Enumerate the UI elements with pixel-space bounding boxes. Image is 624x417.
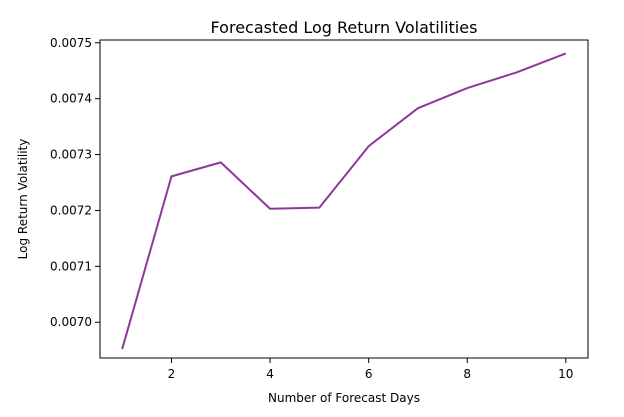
- x-tick-label: 8: [463, 367, 471, 381]
- y-tick-label: 0.0070: [50, 315, 92, 329]
- x-tick-label: 6: [365, 367, 373, 381]
- x-tick-label: 2: [168, 367, 176, 381]
- x-axis-ticks: 2 4 6 8 10: [168, 358, 573, 381]
- x-tick-label: 4: [266, 367, 274, 381]
- y-axis-label: Log Return Volatility: [16, 139, 30, 260]
- chart-title: Forecasted Log Return Volatilities: [211, 18, 478, 37]
- y-tick-label: 0.0072: [50, 203, 92, 217]
- plot-frame: [99, 39, 589, 359]
- y-tick-label: 0.0071: [50, 259, 92, 273]
- x-tick-label: 10: [558, 367, 573, 381]
- series-line: [121, 52, 567, 350]
- y-tick-label: 0.0073: [50, 148, 92, 162]
- y-tick-label: 0.0075: [50, 36, 92, 50]
- x-axis-label: Number of Forecast Days: [268, 391, 420, 405]
- y-axis-ticks: 0.0070 0.0071 0.0072 0.0073 0.0074 0.0075: [50, 36, 100, 329]
- y-tick-label: 0.0074: [50, 92, 92, 106]
- data-points: [122, 53, 566, 350]
